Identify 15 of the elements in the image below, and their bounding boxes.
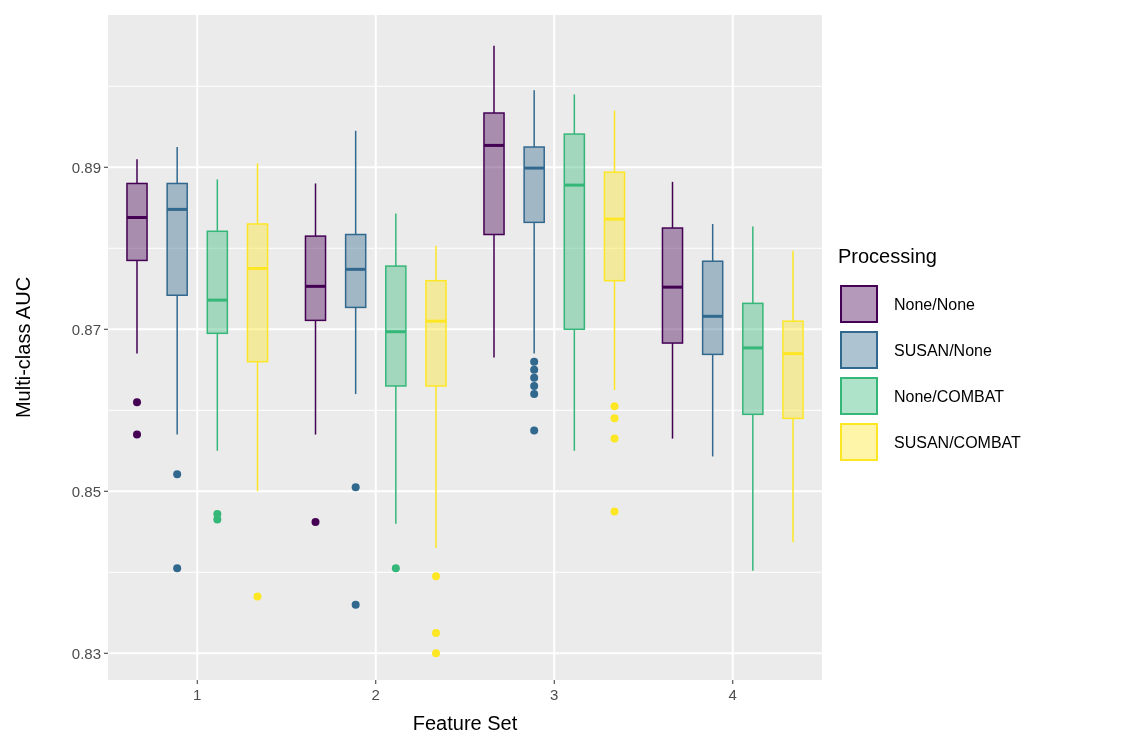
legend-label: None/COMBAT bbox=[894, 387, 1005, 405]
x-tick-label: 3 bbox=[550, 686, 559, 703]
x-tick-label: 4 bbox=[728, 686, 737, 703]
y-tick-label: 0.87 bbox=[71, 320, 101, 338]
y-tick-label: 0.83 bbox=[71, 644, 101, 662]
y-axis-title: Multi-class AUC bbox=[12, 276, 34, 419]
x-axis-title: Feature Set bbox=[412, 712, 518, 734]
y-tick-label: 0.85 bbox=[71, 482, 101, 500]
legend-label: None/None bbox=[894, 295, 976, 313]
legend-title: Processing bbox=[838, 245, 937, 267]
legend-label: SUSAN/COMBAT bbox=[894, 433, 1022, 451]
x-tick-label: 1 bbox=[193, 686, 202, 703]
x-tick-label: 2 bbox=[371, 686, 380, 703]
legend-label: SUSAN/None bbox=[894, 341, 992, 359]
y-tick-label: 0.89 bbox=[71, 158, 101, 176]
